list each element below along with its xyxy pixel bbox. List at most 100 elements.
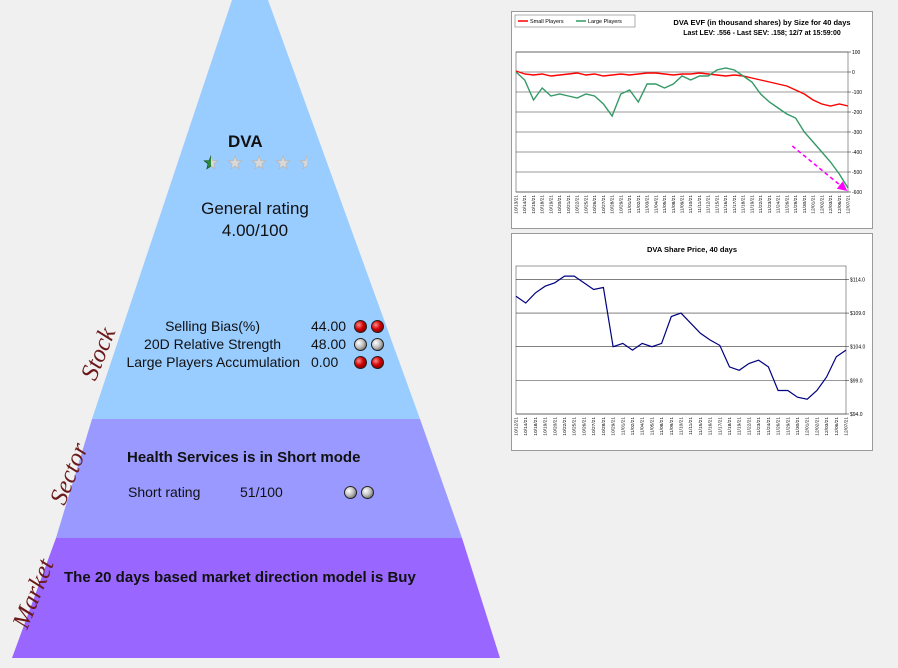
y-tick-label: -500 [852, 170, 862, 176]
series-line [515, 275, 847, 400]
x-tick-label: 10/14/21 [523, 417, 529, 436]
x-tick-label: 12/07/21 [846, 195, 852, 214]
x-tick-label: 11/16/21 [708, 417, 714, 436]
general-rating-value: 4.00/100 [221, 221, 289, 240]
x-tick-label: 10/15/21 [531, 195, 537, 214]
x-tick-label: 12/01/21 [811, 195, 817, 214]
x-tick-label: 11/10/21 [679, 417, 685, 436]
y-tick-label: $109.0 [850, 311, 866, 317]
price-chart-panel: DVA Share Price, 40 days $114.0 $109.0 $104… [511, 233, 873, 451]
y-tick-label: $94.0 [850, 412, 863, 418]
sector-headline: Health Services is in Short mode [127, 449, 361, 466]
selling-bias-indicator [354, 318, 385, 336]
red-ball-icon [371, 320, 385, 334]
x-tick-label: 12/07/21 [844, 417, 850, 436]
x-tick-label: 11/01/21 [620, 417, 626, 436]
y-tick-label: $114.0 [850, 277, 865, 283]
legend-label: Large Players [588, 19, 622, 25]
x-tick-label: 12/06/21 [834, 417, 840, 436]
x-tick-label: 10/19/21 [543, 417, 549, 436]
y-tick-label: $99.0 [850, 378, 863, 384]
y-tick-label: 100 [852, 50, 861, 56]
gray-ball-icon [344, 486, 357, 500]
x-tick-label: 11/15/21 [714, 195, 720, 214]
star-icon [227, 154, 243, 170]
star-icon [275, 154, 291, 170]
y-tick-label: -300 [852, 130, 862, 136]
x-tick-label: 10/26/21 [581, 417, 587, 436]
trend-arrow-annotation [791, 145, 848, 192]
x-tick-label: 11/30/21 [795, 417, 801, 436]
x-tick-label: 11/17/21 [717, 417, 723, 436]
series-line [515, 67, 849, 189]
x-tick-label: 11/29/21 [785, 417, 791, 436]
stock-ticker: DVA [228, 132, 263, 151]
x-tick-label: 12/01/21 [805, 417, 811, 436]
y-tick-label: -400 [852, 150, 862, 156]
x-tick-label: 10/25/21 [572, 417, 578, 436]
x-tick-label: 10/29/21 [618, 195, 624, 214]
x-tick-label: 10/18/21 [533, 417, 539, 436]
x-tick-label: 11/02/21 [630, 417, 636, 436]
chart-legend: Small Players Large Players [514, 14, 636, 28]
x-tick-label: 10/14/21 [522, 195, 528, 214]
star-icon [251, 154, 267, 170]
x-tick-label: 11/08/21 [671, 195, 677, 214]
x-tick-label: 10/29/21 [611, 417, 617, 436]
x-tick-label: 11/03/21 [645, 195, 651, 214]
x-tick-label: 11/05/21 [649, 417, 655, 436]
x-tick-label: 11/23/21 [756, 417, 762, 436]
red-ball-icon [371, 356, 385, 370]
star-icon [299, 154, 315, 170]
relative-strength-indicator [354, 336, 385, 354]
x-tick-label: 11/19/21 [749, 195, 755, 214]
x-tick-label: 11/19/21 [737, 417, 743, 436]
x-tick-label: 10/27/21 [601, 195, 607, 214]
x-tick-label: 11/18/21 [727, 417, 733, 436]
x-tick-label: 12/02/21 [814, 417, 820, 436]
x-tick-label: 11/02/21 [636, 195, 642, 214]
x-tick-label: 11/04/21 [640, 417, 646, 436]
x-tick-label: 10/25/21 [583, 195, 589, 214]
market-headline: The 20 days based market direction model… [64, 569, 416, 586]
evf-chart-panel: DVA EVF (in thousand shares) by Size for… [511, 11, 873, 229]
metric-label-large-players: Large Players Accumulation [126, 354, 300, 370]
plot-area [515, 265, 847, 415]
x-tick-label: 11/09/21 [680, 195, 686, 214]
x-tick-label: 11/10/21 [688, 195, 694, 214]
star-icon [203, 154, 219, 170]
large-players-indicator [354, 354, 385, 372]
market-tier [12, 538, 500, 658]
chart-title: DVA Share Price, 40 days [647, 245, 737, 254]
x-tick-label: 11/11/21 [688, 417, 694, 435]
x-tick-label: 11/22/21 [746, 417, 752, 436]
x-tick-label: 11/26/21 [784, 195, 790, 214]
x-tick-label: 10/21/21 [566, 195, 572, 214]
metric-value-relative-strength: 48.00 [311, 336, 347, 352]
x-tick-label: 10/20/21 [552, 417, 558, 436]
y-tick-label: 0 [852, 70, 855, 76]
y-tick-label: -600 [852, 190, 862, 196]
x-tick-label: 10/19/21 [548, 195, 554, 214]
x-tick-label: 10/12/21 [514, 417, 520, 436]
x-tick-label: 12/03/21 [824, 417, 830, 436]
x-tick-label: 10/28/21 [610, 195, 616, 214]
x-tick-label: 10/27/21 [591, 417, 597, 436]
x-tick-label: 11/22/21 [758, 195, 764, 214]
star-rating [203, 154, 315, 171]
evf-chart: DVA EVF (in thousand shares) by Size for… [514, 14, 862, 214]
sector-rating-value: 51/100 [240, 484, 283, 500]
x-tick-label: 11/15/21 [698, 417, 704, 436]
x-tick-label: 11/12/21 [706, 195, 712, 214]
chart-subtitle: Last LEV: .556 - Last SEV: .158; 12/7 at… [683, 30, 841, 37]
x-tick-label: 12/06/21 [837, 195, 843, 214]
x-tick-label: 10/18/21 [540, 195, 546, 214]
x-tick-label: 12/02/21 [819, 195, 825, 214]
sector-rating-label: Short rating [128, 484, 201, 500]
metric-label-relative-strength: 20D Relative Strength [144, 336, 281, 352]
x-tick-label: 11/05/21 [662, 195, 668, 214]
x-tick-label: 11/17/21 [732, 195, 738, 214]
x-tick-label: 10/20/21 [557, 195, 563, 214]
x-tick-label: 11/18/21 [741, 195, 747, 214]
x-tick-label: 12/03/21 [828, 195, 834, 214]
